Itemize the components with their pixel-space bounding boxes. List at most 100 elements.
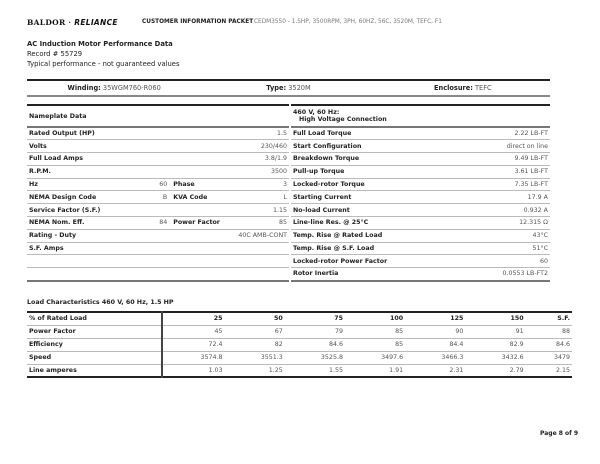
row-label: Rated Output (HP) (27, 127, 170, 141)
cell-value: 85 (344, 325, 406, 339)
divider (27, 95, 550, 97)
table-row: Line-line Res. @ 25°C 12.315 Ω (291, 216, 550, 230)
row-label: Phase (169, 178, 267, 192)
row-value: 2.22 LB-FT (463, 127, 550, 141)
table-row: Locked-rotor Torque 7.35 LB-FT (291, 178, 550, 192)
row-label: Rotor Inertia (291, 267, 464, 282)
table-row: Efficiency 72.4 82 84.6 85 84.4 82.9 84.6 (27, 338, 572, 352)
row-label: KVA Code (169, 190, 267, 205)
row-label: Temp. Rise @ Rated Load (291, 229, 464, 243)
type: Type: 3520M (266, 84, 311, 92)
cell-value: 25 (162, 312, 225, 326)
table-row: Hz 60 Phase 3 (27, 178, 289, 192)
cell-value: 72.4 (162, 338, 225, 352)
row-value: 3 (266, 178, 289, 192)
row-value: 60 (463, 254, 550, 269)
row-label: % of Rated Load (27, 312, 163, 326)
row-value (169, 254, 289, 269)
divider (27, 79, 550, 81)
row-value: 43°C (463, 229, 550, 243)
cell-value: 84.4 (405, 338, 466, 352)
table-row: Full Load Amps 3.8/1.9 (27, 152, 289, 166)
row-label: Full Load Amps (27, 152, 170, 166)
cell-value: 100 (344, 312, 406, 326)
table-row: Locked-rotor Power Factor 60 (291, 254, 550, 269)
row-value: 60 (147, 178, 170, 192)
row-label: Breakdown Torque (291, 152, 464, 166)
row-value: 3.61 LB-FT (463, 165, 550, 179)
row-value: 3500 (169, 165, 289, 179)
row-label: Volts (27, 139, 170, 154)
brand-logo: BALDOR · RELIANCE (27, 18, 118, 27)
row-label: Power Factor (27, 325, 163, 339)
table-row: Volts 230/460 (27, 139, 289, 154)
record-number: Record # 55729 (27, 50, 83, 58)
row-value (169, 267, 289, 282)
nameplate-title: Nameplate Data (27, 105, 289, 128)
table-row: Line amperes 1.03 1.25 1.55 1.91 2.31 2.79 2.15 (27, 364, 572, 378)
row-value: 7.35 LB-FT (463, 178, 550, 192)
logo-separator: · (65, 18, 75, 27)
cell-value: 45 (162, 325, 225, 339)
row-label: No-load Current (291, 203, 464, 218)
table-row: R.P.M. 3500 (27, 165, 289, 179)
cell-value: 2.79 (465, 364, 526, 378)
logo-text-2: RELIANCE (74, 18, 118, 27)
page-number: Page 8 of 9 (540, 430, 578, 437)
cell-value: 125 (405, 312, 466, 326)
table-row: Power Factor 45 67 79 85 90 91 88 (27, 325, 572, 339)
row-label: R.P.M. (27, 165, 170, 179)
table-row (27, 267, 289, 282)
cell-value: 1.25 (224, 364, 285, 378)
cell-value: 67 (224, 325, 285, 339)
row-label: Start Configuration (291, 139, 464, 154)
row-value: 12.315 Ω (463, 216, 550, 230)
table-row: Temp. Rise @ S.F. Load 51°C (291, 242, 550, 256)
cell-value: 79 (284, 325, 345, 339)
table-row: No-load Current 0.932 A (291, 203, 550, 218)
cell-value: 3551.3 (224, 351, 285, 365)
cell-value: 82 (224, 338, 285, 352)
row-value: 0.932 A (463, 203, 550, 218)
row-value: 230/460 (169, 139, 289, 154)
table-row: Rotor Inertia 0.0553 LB-FT2 (291, 267, 550, 282)
cell-value: 84.6 (284, 338, 345, 352)
row-value (169, 242, 289, 256)
high-voltage-table: 460 V, 60 Hz: High Voltage Connection Ful… (291, 104, 550, 282)
cell-value: 2.31 (405, 364, 466, 378)
row-value: 51°C (463, 242, 550, 256)
disclaimer: Typical performance - not guaranteed val… (27, 60, 180, 68)
table-row: Starting Current 17.9 A (291, 190, 550, 205)
table-row: Speed 3574.8 3551.3 3525.8 3497.6 3466.3 3432.… (27, 351, 572, 365)
cell-value: 1.91 (344, 364, 406, 378)
row-label: Line-line Res. @ 25°C (291, 216, 464, 230)
cell-value: 2.15 (525, 364, 572, 378)
table-row: Full Load Torque 2.22 LB-FT (291, 127, 550, 141)
cell-value: 1.03 (162, 364, 225, 378)
table-header: % of Rated Load 25 50 75 100 125 150 S.F. (27, 312, 572, 326)
cell-value: 82.9 (465, 338, 526, 352)
cell-value: 150 (465, 312, 526, 326)
cell-value: 85 (344, 338, 406, 352)
doc-title: AC Induction Motor Performance Data (27, 40, 173, 48)
winding: Winding: 35WGM760-R060 (67, 84, 161, 92)
cell-value: 3466.3 (405, 351, 466, 365)
row-label: Full Load Torque (291, 127, 464, 141)
row-value: 1.5 (169, 127, 289, 141)
logo-text: BALDOR (27, 18, 66, 27)
row-label: Starting Current (291, 190, 464, 205)
table-row: Pull-up Torque 3.61 LB-FT (291, 165, 550, 179)
table-row: NEMA Design Code B KVA Code L (27, 190, 289, 205)
row-label: NEMA Nom. Eff. (27, 216, 147, 230)
cell-value: 3497.6 (344, 351, 406, 365)
row-label: Pull-up Torque (291, 165, 464, 179)
packet-label: CUSTOMER INFORMATION PACKET (142, 19, 254, 25)
row-label: Speed (27, 351, 163, 365)
cell-value: 1.55 (284, 364, 345, 378)
table-row: Rating - Duty 40C AMB-CONT (27, 229, 289, 243)
row-label: Rating - Duty (27, 229, 170, 243)
table-row: Start Configuration direct on line (291, 139, 550, 154)
load-title: Load Characteristics 460 V, 60 Hz, 1.5 H… (27, 299, 174, 306)
row-value: 9.49 LB-FT (463, 152, 550, 166)
enclosure: Enclosure: TEFC (434, 84, 492, 92)
